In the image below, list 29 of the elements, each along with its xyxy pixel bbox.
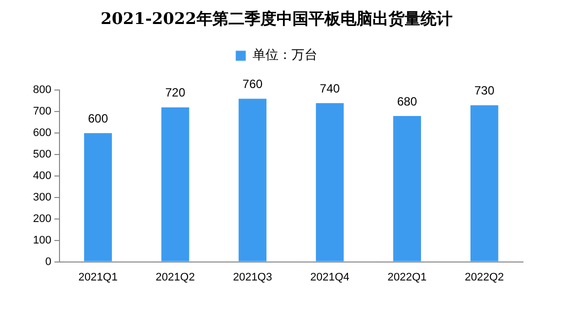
x-tick-label: 2021Q4 xyxy=(310,271,350,284)
y-tick-label: 600 xyxy=(32,127,52,140)
bar xyxy=(84,133,112,262)
y-tick-label: 400 xyxy=(32,170,52,182)
data-label: 720 xyxy=(165,86,186,100)
bar xyxy=(470,105,498,262)
x-tick-label: 2021Q1 xyxy=(78,271,118,284)
x-tick-label: 2021Q2 xyxy=(156,271,195,284)
bar xyxy=(393,116,421,262)
y-tick-label: 800 xyxy=(32,84,52,96)
x-tick-label: 2021Q3 xyxy=(232,271,272,284)
y-tick-label: 100 xyxy=(32,234,52,246)
y-tick-label: 0 xyxy=(45,256,52,268)
bar xyxy=(161,107,190,262)
x-tick-label: 2022Q2 xyxy=(464,271,504,284)
bar xyxy=(238,98,266,262)
data-label: 760 xyxy=(242,77,263,92)
bar xyxy=(316,103,344,262)
x-tick-label: 2022Q1 xyxy=(388,271,427,284)
y-tick-label: 200 xyxy=(32,212,52,225)
data-label: 730 xyxy=(474,84,495,98)
data-label: 680 xyxy=(397,94,418,108)
data-label: 740 xyxy=(320,81,340,96)
legend-label: 单位：万台 xyxy=(252,48,318,64)
data-label: 600 xyxy=(88,111,108,126)
y-tick-label: 500 xyxy=(32,148,52,161)
y-tick-label: 300 xyxy=(32,191,52,204)
chart-title: 2021-2022年第二季度中国平板电脑出货量统计 xyxy=(100,8,452,28)
y-tick-label: 700 xyxy=(32,106,52,118)
